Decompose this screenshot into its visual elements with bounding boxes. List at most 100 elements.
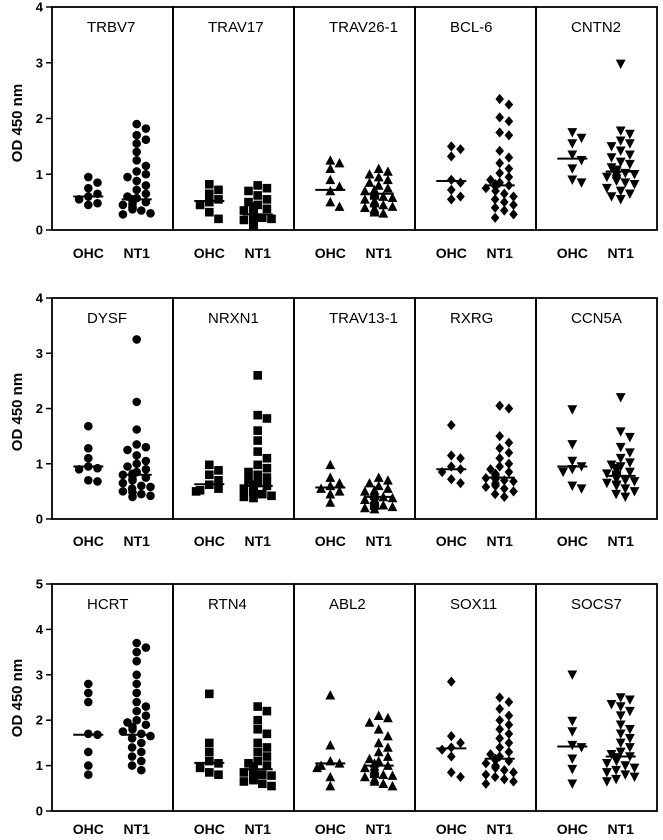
- row-1: 0 1 2 3 4 TRBV7 OHC NT1 TRAV17 OHC NT1 TRAV26-1 OHC N…: [36, 0, 658, 261]
- data-point-nt1: [504, 447, 514, 458]
- data-point-ohc: [214, 214, 223, 224]
- data-point-ohc: [334, 486, 345, 496]
- data-point-nt1: [615, 442, 626, 453]
- data-point-ohc: [214, 770, 223, 779]
- panel-trav26-1: TRAV26-1 OHC NT1: [293, 6, 416, 261]
- data-point-nt1: [625, 129, 635, 140]
- data-point-nt1: [132, 139, 141, 148]
- data-point-nt1: [500, 197, 509, 208]
- data-point-nt1: [481, 769, 491, 780]
- data-point-nt1: [509, 199, 518, 211]
- data-point-nt1: [253, 410, 262, 420]
- panel-frame: [293, 297, 416, 520]
- data-point-nt1: [137, 481, 146, 491]
- group-label-nt1: NT1: [365, 533, 392, 549]
- data-point-ohc: [325, 155, 336, 165]
- data-point-nt1: [620, 492, 631, 502]
- data-point-ohc: [205, 179, 214, 189]
- panel-frame: [414, 297, 537, 520]
- data-point-ohc: [456, 191, 465, 202]
- data-point-nt1: [244, 759, 253, 768]
- data-point-ohc: [567, 164, 578, 174]
- data-point-ohc: [325, 472, 336, 482]
- data-point-nt1: [132, 147, 141, 157]
- y-tick-label: 1: [36, 758, 43, 773]
- data-point-ohc: [447, 767, 456, 778]
- data-point-nt1: [132, 688, 141, 698]
- panel-title: RTN4: [208, 596, 247, 613]
- panel-title: ABL2: [329, 596, 366, 613]
- data-point-nt1: [137, 756, 146, 766]
- data-point-nt1: [369, 190, 380, 200]
- data-point-ohc: [325, 459, 336, 470]
- data-point-nt1: [500, 188, 509, 199]
- data-point-nt1: [132, 670, 141, 680]
- data-point-nt1: [481, 778, 491, 789]
- data-point-nt1: [132, 440, 141, 449]
- data-point-nt1: [141, 189, 151, 199]
- data-point-nt1: [253, 738, 262, 748]
- data-point-ohc: [195, 200, 205, 210]
- data-point-nt1: [495, 443, 504, 454]
- data-point-nt1: [606, 142, 617, 152]
- data-point-ohc: [93, 463, 102, 473]
- data-point-nt1: [500, 774, 509, 785]
- data-point-nt1: [615, 136, 626, 146]
- data-point-ohc: [567, 764, 578, 775]
- data-point-nt1: [611, 474, 622, 485]
- data-point-nt1: [500, 205, 509, 216]
- group-label-ohc: OHC: [194, 533, 225, 549]
- data-point-nt1: [253, 371, 262, 380]
- y-tick-label: 3: [36, 55, 43, 70]
- data-point-nt1: [369, 768, 380, 779]
- data-point-nt1: [504, 719, 514, 730]
- group-label-ohc: OHC: [315, 821, 346, 837]
- data-point-nt1: [253, 747, 262, 757]
- data-point-nt1: [495, 431, 504, 442]
- data-point-nt1: [504, 116, 514, 127]
- group-label-nt1: NT1: [486, 821, 513, 837]
- data-point-ohc: [567, 670, 578, 680]
- data-point-nt1: [262, 473, 272, 482]
- data-point-nt1: [360, 502, 370, 513]
- data-point-ohc: [567, 481, 578, 491]
- panel-trbv7: TRBV7 OHC NT1: [51, 6, 174, 261]
- data-point-ohc: [447, 174, 456, 185]
- data-point-nt1: [504, 163, 514, 174]
- group-label-ohc: OHC: [73, 821, 104, 837]
- data-point-nt1: [504, 737, 514, 748]
- data-point-nt1: [486, 749, 495, 760]
- data-point-ohc: [205, 189, 214, 199]
- data-point-nt1: [629, 763, 640, 773]
- data-point-nt1: [625, 695, 635, 705]
- data-point-nt1: [244, 186, 253, 196]
- panel-frame: [414, 583, 537, 812]
- data-point-nt1: [495, 127, 504, 138]
- panel-trav13-1: TRAV13-1 OHC NT1: [293, 297, 416, 549]
- data-point-ohc: [447, 751, 456, 762]
- data-point-nt1: [141, 702, 151, 711]
- data-point-nt1: [369, 198, 380, 208]
- panel-frame: [535, 6, 658, 231]
- panel-frame: [51, 583, 174, 812]
- data-point-nt1: [373, 472, 384, 482]
- data-point-nt1: [611, 756, 622, 767]
- data-point-nt1: [373, 724, 384, 734]
- data-point-ohc: [214, 185, 223, 195]
- data-point-nt1: [383, 712, 393, 723]
- data-point-nt1: [504, 130, 514, 141]
- data-point-nt1: [491, 755, 500, 766]
- data-point-nt1: [249, 775, 258, 785]
- data-point-nt1: [387, 770, 398, 780]
- data-point-nt1: [606, 749, 617, 760]
- group-label-ohc: OHC: [557, 821, 588, 837]
- data-point-nt1: [141, 135, 151, 144]
- data-point-ohc: [214, 195, 223, 204]
- data-point-nt1: [258, 779, 267, 789]
- data-point-ohc: [437, 466, 447, 478]
- data-point-nt1: [239, 206, 249, 215]
- data-point-nt1: [373, 737, 384, 748]
- data-point-nt1: [383, 183, 393, 193]
- panel-hcrt: HCRT OHC NT1: [51, 583, 174, 837]
